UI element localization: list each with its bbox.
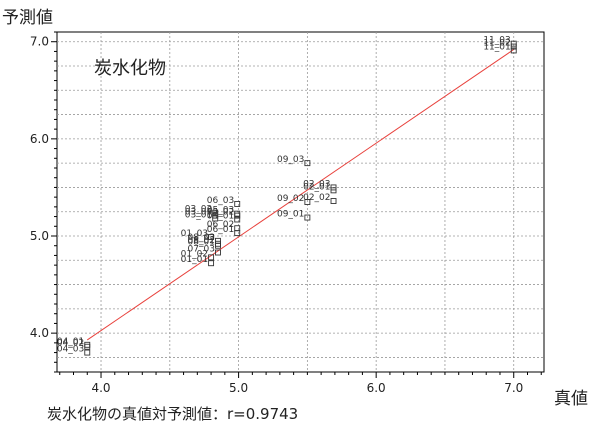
y-tick-label: 6.0 [30,132,49,146]
data-point-label: 06_03 [207,196,234,206]
data-point-label: 05_01 [207,211,234,221]
data-point-marker [215,249,221,256]
data-point-label: 02_03 [303,179,330,189]
data-point-label: 04_02 [57,339,84,349]
data-point-marker [234,216,241,223]
data-point-marker [330,198,337,204]
data-point-marker [208,234,215,240]
data-point-label: 06_02 [207,220,234,230]
data-point-marker [208,254,215,261]
data-point-label: 05_02 [207,208,234,218]
plot-area-frame [56,31,545,373]
data-point-label: 01_01 [181,255,208,265]
data-point-label: 11_01 [483,42,510,52]
data-point-label: 02_01 [303,182,330,192]
y-tick-label: 5.0 [30,229,49,243]
data-point-marker [510,43,517,50]
axis-ticks: 4.0 5.0 6.0 7.0 4.0 5.0 6.0 7.0 [30,31,542,395]
data-point-label: 02_02 [303,193,330,203]
data-point-marker [330,187,337,194]
data-point-marker [234,212,241,219]
data-point-marker [304,214,311,221]
data-point-label: 08_03 [188,233,215,243]
x-tick-label: 6.0 [367,381,386,395]
data-point-label: 07_03 [188,245,215,255]
x-tick-label: 7.0 [504,381,523,395]
data-point-label: 05_03 [207,206,234,216]
data-point-label: 08_01 [188,238,215,248]
data-point-label: 03_02 [185,205,212,215]
x-tick-label: 4.0 [91,381,110,395]
data-point-marker [234,230,241,237]
data-point-marker [212,215,219,222]
data-point-label: 11_03 [483,36,510,46]
data-point-marker [234,200,241,207]
data-point-label: 03_01 [185,211,212,221]
data-point-marker [84,349,91,356]
data-point-label: 03_03 [185,208,212,218]
data-point-label: 11_02 [483,39,510,49]
data-point-marker [84,343,91,350]
data-point-marker [208,260,215,267]
data-point-label: 04_03 [57,345,84,355]
data-point-label: 06_01 [207,225,234,235]
y-axis-label: 予測値 [2,8,53,28]
y-tick-label: 7.0 [30,35,49,49]
data-point-label: 01_03 [181,229,208,239]
data-point-marker [304,160,311,167]
grid-lines [57,32,544,372]
chart-annotation: 炭水化物 [94,58,166,79]
x-axis-label: 真値 [554,389,588,409]
data-point-label: 04_01 [57,337,84,347]
data-point-label: 09_03 [277,155,304,165]
data-point-marker [510,47,517,54]
y-tick-label: 4.0 [30,326,49,340]
fit-line [86,49,515,341]
x-tick-label: 5.0 [229,381,248,395]
data-point-label: 09_01 [277,210,304,220]
chart-caption: 炭水化物の真値対予測値：r=0.9743 [47,405,299,423]
data-point-marker [304,199,311,205]
fit-line-group [86,49,515,341]
data-point-label: 01_02 [181,249,208,259]
data-point-marker [215,242,221,249]
data-point-label: 08_02 [188,236,215,246]
data-point-label: 09_02 [277,194,304,204]
